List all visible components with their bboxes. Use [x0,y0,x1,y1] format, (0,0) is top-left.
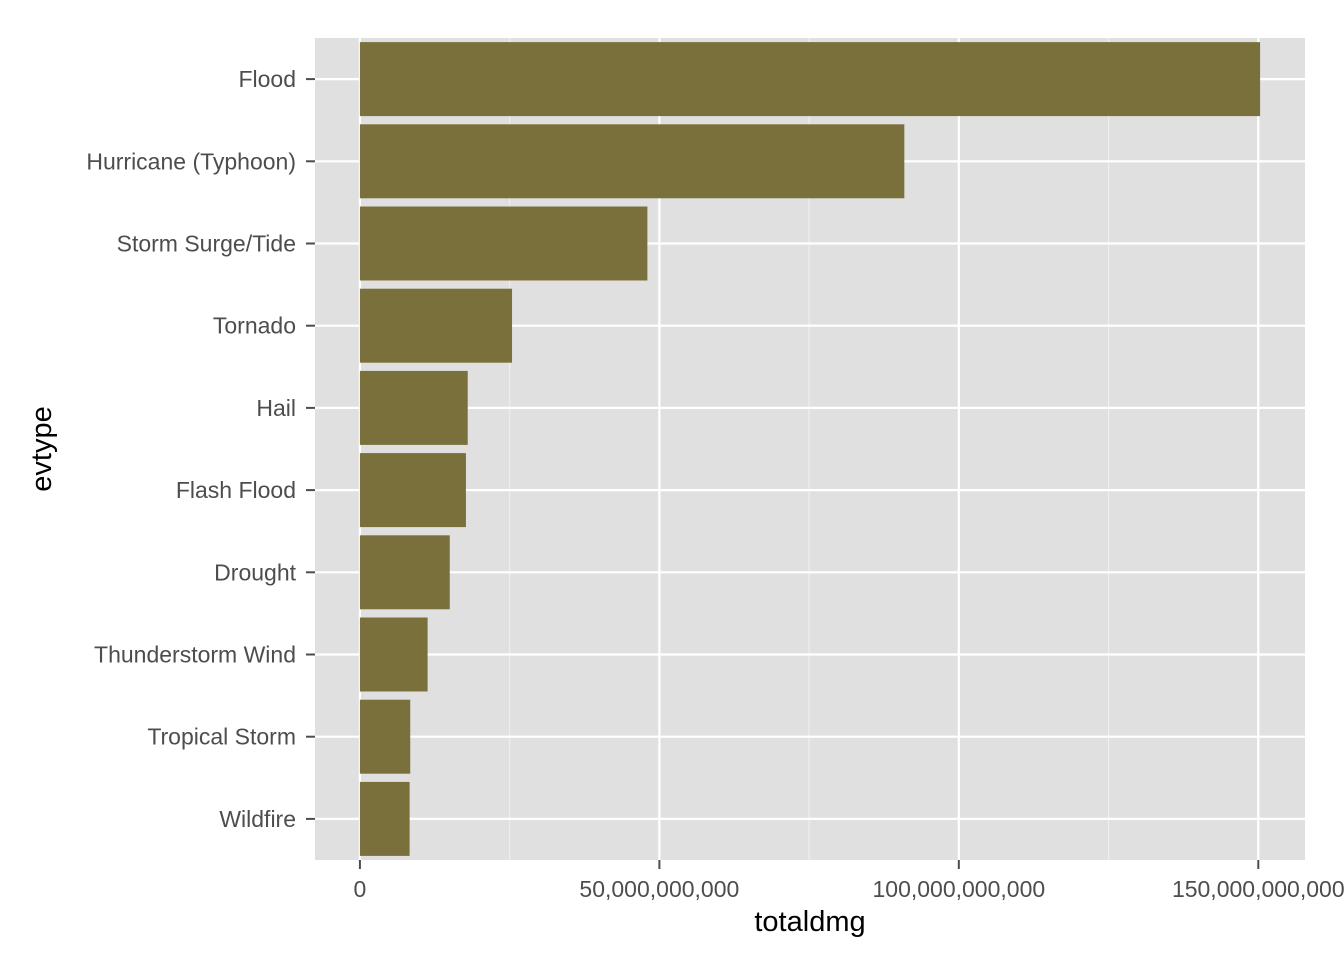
y-axis: Flood Hurricane (Typhoon) Storm Surge/Tide… [86,66,315,832]
x-axis: 0 50,000,000,000 100,000,000,000 150,000,00… [354,860,1344,902]
y-tick-label: Hurricane (Typhoon) [86,148,296,174]
y-tick-label: Drought [214,559,296,585]
bar-thunderstorm-wind [359,617,428,692]
x-tick-label: 150,000,000,000 [1172,876,1344,902]
y-tick-label: Hail [256,395,296,421]
bar-hurricane-typhoon [359,124,905,199]
bar-hail [359,370,468,445]
bar-flash-flood [359,453,466,528]
x-tick-label: 50,000,000,000 [579,876,739,902]
x-tick-label: 100,000,000,000 [872,876,1045,902]
y-tick-label: Wildfire [219,806,296,832]
bar-tornado [359,288,513,363]
bar-wildfire [359,781,410,856]
y-tick-label: Storm Surge/Tide [117,231,296,257]
y-tick-label: Flood [238,66,296,92]
bar-storm-surge-tide [359,206,648,281]
y-tick-label: Flash Flood [176,477,296,503]
bar-flood [359,42,1261,117]
x-axis-title: totaldmg [754,906,865,938]
y-tick-label: Tornado [213,313,296,339]
bar-tropical-storm [359,699,411,774]
bar-drought [359,535,450,610]
y-tick-label: Tropical Storm [147,724,296,750]
y-tick-label: Thunderstorm Wind [94,642,296,668]
y-axis-title: evtype [26,406,58,491]
bars [359,42,1261,856]
x-tick-label: 0 [354,876,367,902]
